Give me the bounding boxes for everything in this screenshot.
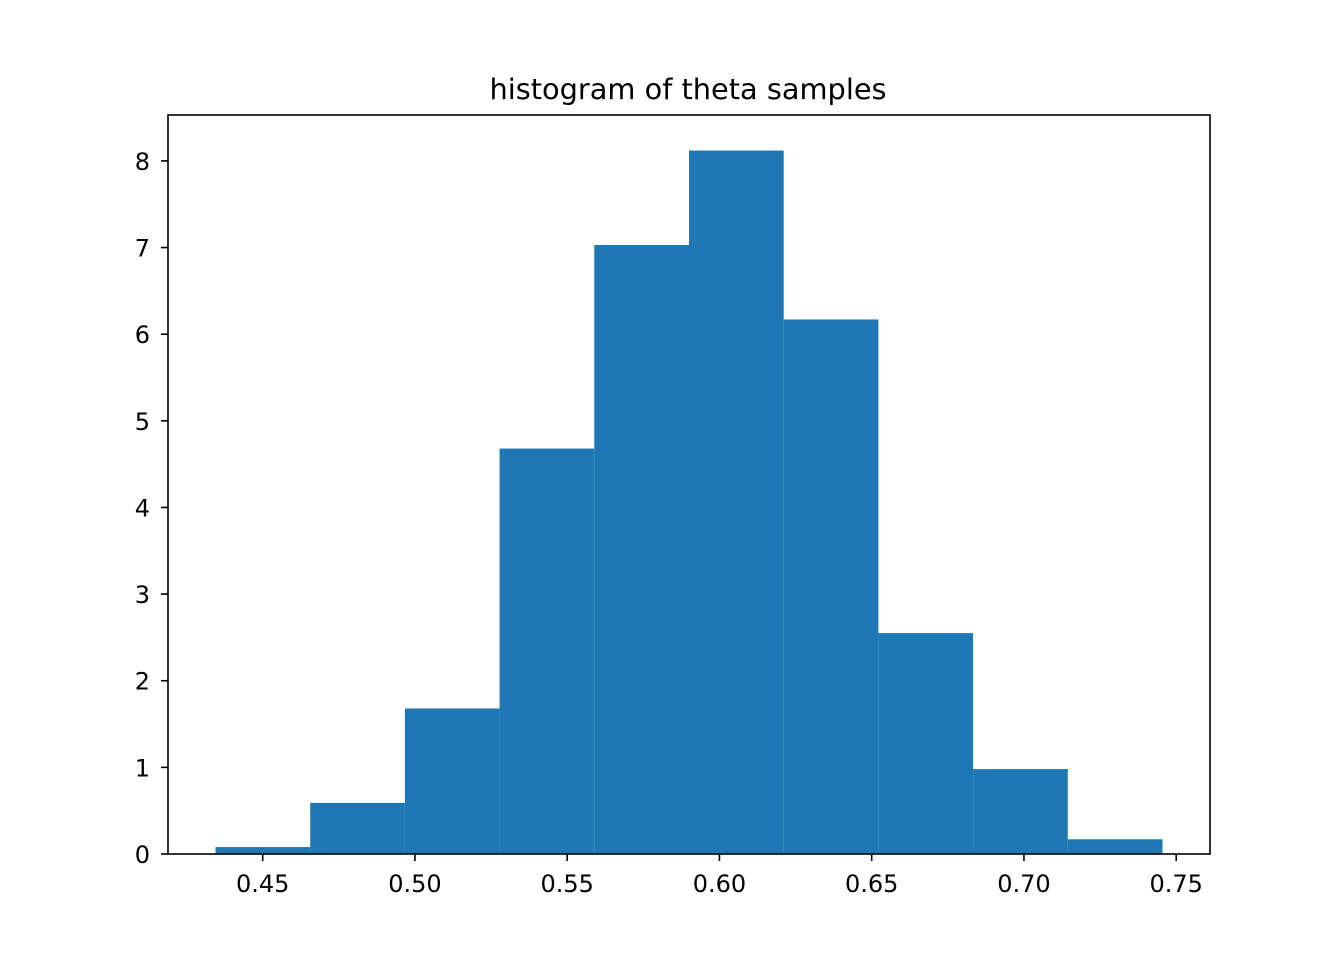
x-axis: 0.45 0.50 0.55 0.60 0.65 0.70 0.75 bbox=[236, 854, 1203, 898]
y-tick-label: 3 bbox=[135, 581, 150, 609]
chart-title: histogram of theta samples bbox=[489, 72, 886, 106]
histogram-bar bbox=[404, 708, 500, 854]
histogram-bar bbox=[973, 769, 1068, 854]
x-tick-label: 0.65 bbox=[845, 870, 898, 898]
y-tick-label: 5 bbox=[135, 408, 150, 436]
x-tick-label: 0.75 bbox=[1149, 870, 1202, 898]
plot-frame bbox=[167, 114, 1211, 855]
histogram-bar bbox=[310, 802, 405, 854]
histogram-bars bbox=[215, 150, 1163, 855]
y-tick-label: 2 bbox=[135, 668, 150, 696]
x-tick-label: 0.45 bbox=[236, 870, 289, 898]
histogram-bar bbox=[499, 448, 595, 854]
histogram-bar bbox=[783, 319, 879, 854]
histogram-bar bbox=[689, 150, 784, 855]
y-axis: 0 1 2 3 4 5 6 7 8 bbox=[135, 148, 168, 869]
x-tick-label: 0.70 bbox=[997, 870, 1050, 898]
histogram-bar bbox=[878, 633, 974, 854]
y-tick-label: 0 bbox=[135, 841, 150, 869]
y-tick-label: 1 bbox=[135, 754, 150, 782]
y-tick-label: 7 bbox=[135, 235, 150, 263]
y-tick-label: 4 bbox=[135, 494, 150, 522]
x-tick-label: 0.60 bbox=[693, 870, 746, 898]
x-tick-label: 0.50 bbox=[388, 870, 441, 898]
x-tick-label: 0.55 bbox=[540, 870, 593, 898]
histogram-bar bbox=[1067, 839, 1163, 854]
y-tick-label: 6 bbox=[135, 321, 150, 349]
histogram-bar bbox=[594, 244, 689, 854]
histogram-bar bbox=[215, 847, 311, 854]
y-tick-label: 8 bbox=[135, 148, 150, 176]
